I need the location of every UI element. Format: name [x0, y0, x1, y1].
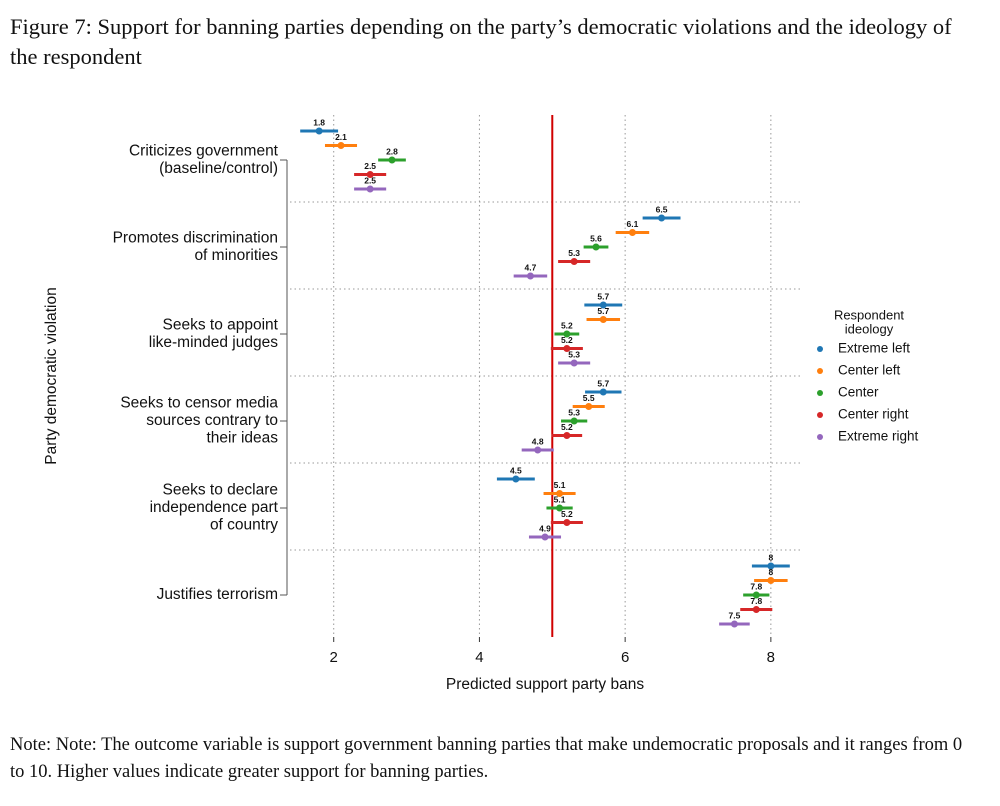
point: [563, 519, 571, 526]
y-tick-label: sources contrary to: [146, 412, 278, 429]
value-label: 5.7: [597, 291, 609, 301]
point: [752, 606, 760, 613]
legend-swatch: [817, 346, 823, 352]
point: [592, 243, 600, 251]
x-tick-label: 4: [475, 649, 483, 666]
figure-note: Note: Note: The outcome variable is supp…: [10, 735, 963, 782]
value-label: 7.8: [750, 581, 762, 591]
point: [570, 359, 578, 367]
y-axis-label: Party democratic violation: [43, 287, 60, 464]
point: [556, 504, 564, 512]
x-tick-label: 6: [621, 649, 629, 666]
value-label: 4.9: [539, 523, 551, 533]
point: [570, 258, 578, 265]
value-label: 1.8: [313, 117, 325, 127]
legend-swatch: [817, 412, 823, 418]
value-label: 2.1: [335, 132, 347, 142]
point: [767, 577, 775, 584]
y-tick-label: Promotes discrimination: [113, 229, 278, 246]
point: [315, 127, 323, 135]
point: [366, 171, 374, 178]
point: [388, 156, 396, 164]
value-label: 6.1: [627, 219, 639, 229]
y-tick-label: Justifies terrorism: [157, 586, 278, 603]
point: [512, 475, 520, 483]
point: [556, 490, 564, 497]
value-label: 5.7: [597, 306, 609, 316]
value-label: 8: [768, 567, 773, 577]
value-label: 4.7: [525, 262, 537, 272]
legend-swatch: [817, 434, 823, 440]
y-tick-label: Criticizes government: [129, 142, 279, 159]
value-label: 6.5: [656, 204, 668, 214]
point: [599, 388, 607, 396]
y-tick-label: of minorities: [194, 247, 278, 264]
value-label: 5.7: [597, 378, 609, 388]
y-tick-label: their ideas: [206, 430, 278, 447]
value-label: 5.6: [590, 233, 602, 243]
point: [628, 229, 636, 236]
value-label: 5.3: [568, 248, 580, 258]
point: [599, 316, 607, 323]
value-label: 5.5: [583, 393, 595, 403]
value-label: 5.2: [561, 422, 573, 432]
value-label: 5.2: [561, 335, 573, 345]
value-label: 4.8: [532, 436, 544, 446]
figure-caption: Figure 7: Support for banning parties de…: [10, 14, 952, 69]
point: [767, 562, 775, 570]
point: [563, 345, 571, 352]
point: [563, 330, 571, 338]
legend-title: Respondent: [834, 307, 904, 322]
legend-label: Center: [838, 385, 879, 400]
y-tick-label: of country: [210, 517, 278, 534]
x-tick-label: 8: [767, 649, 775, 666]
legend-label: Center right: [838, 407, 909, 422]
point: [585, 403, 593, 410]
legend-label: Extreme right: [838, 429, 919, 444]
value-label: 4.5: [510, 465, 522, 475]
legend-label: Center left: [838, 363, 901, 378]
y-tick-label: independence part: [150, 499, 279, 516]
point: [541, 533, 549, 541]
value-label: 2.5: [364, 161, 376, 171]
point: [599, 301, 607, 309]
value-label: 5.1: [554, 494, 566, 504]
value-label: 2.5: [364, 175, 376, 185]
legend-swatch: [817, 368, 823, 374]
value-label: 7.5: [729, 610, 741, 620]
point: [526, 272, 534, 280]
value-label: 7.8: [750, 596, 762, 606]
x-tick-label: 2: [330, 649, 338, 666]
point: [730, 620, 738, 628]
y-tick-label: like-minded judges: [149, 334, 278, 351]
point: [337, 142, 345, 149]
point: [563, 432, 571, 439]
y-tick-label: Seeks to censor media: [120, 395, 278, 412]
value-label: 8: [768, 552, 773, 562]
point: [570, 417, 578, 425]
y-tick-label: (baseline/control): [159, 160, 278, 177]
value-label: 5.2: [561, 320, 573, 330]
legend-title: ideology: [845, 321, 894, 336]
value-label: 5.2: [561, 509, 573, 519]
legend-label: Extreme left: [838, 341, 910, 356]
x-axis-label: Predicted support party bans: [446, 676, 644, 693]
point: [534, 446, 542, 454]
value-label: 5.1: [554, 480, 566, 490]
point: [658, 214, 666, 222]
y-tick-label: Seeks to declare: [163, 482, 278, 499]
legend-swatch: [817, 390, 823, 396]
y-tick-label: Seeks to appoint: [163, 316, 279, 333]
point: [366, 185, 374, 193]
value-label: 2.8: [386, 146, 398, 156]
value-label: 5.3: [568, 349, 580, 359]
point: [752, 591, 760, 599]
value-label: 5.3: [568, 407, 580, 417]
